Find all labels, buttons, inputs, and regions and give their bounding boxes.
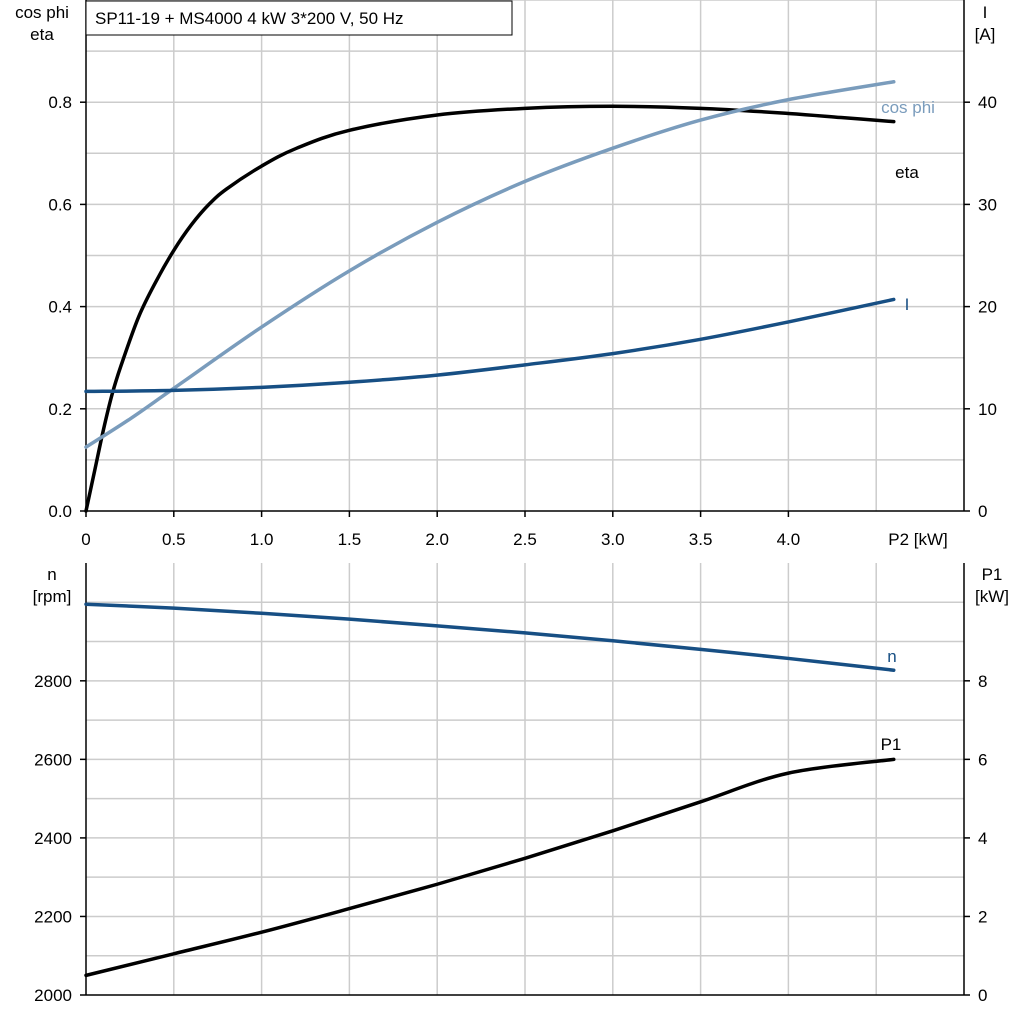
right-tick-label: 10 [978,400,997,419]
left-tick-label: 2000 [34,986,72,1005]
left-tick-label: 0.8 [48,93,72,112]
right-tick-label: 2 [978,907,987,926]
x-tick-label: 4.0 [777,530,801,549]
right-tick-label: 0 [978,986,987,1005]
left-tick-label: 2800 [34,672,72,691]
series-line-p1 [84,757,896,978]
right-tick-label: 20 [978,298,997,317]
right-tick-label: 6 [978,750,987,769]
series-line-cos-phi [84,80,896,449]
right-axis-label: I [983,3,988,22]
right-axis-label: P1 [982,565,1003,584]
series-line-i [84,297,896,394]
x-tick-label: 2.5 [513,530,537,549]
left-tick-label: 2200 [34,907,72,926]
left-tick-label: 0.4 [48,298,72,317]
series-line-n [84,602,896,672]
right-tick-label: 8 [978,672,987,691]
x-tick-label: 1.0 [250,530,274,549]
right-tick-label: 0 [978,502,987,521]
left-tick-label: 0.2 [48,400,72,419]
grid-top [86,0,964,511]
right-tick-label: 30 [978,195,997,214]
left-tick-label: 0.6 [48,195,72,214]
left-tick-label: 2600 [34,750,72,769]
series-label-n: n [887,647,896,666]
series-label-cos-phi: cos phi [881,98,935,117]
chart-title: SP11-19 + MS4000 4 kW 3*200 V, 50 Hz [85,0,513,36]
series-line-eta [84,104,896,513]
x-tick-label: 3.0 [601,530,625,549]
right-axis-label: [kW] [975,587,1009,606]
x-axis-label: P2 [kW] [888,530,948,549]
title-text: SP11-19 + MS4000 4 kW 3*200 V, 50 Hz [95,9,404,28]
x-tick-label: 0 [81,530,90,549]
right-axis-label: [A] [975,25,996,44]
series-label-eta: eta [895,163,919,182]
right-tick-label: 4 [978,829,987,848]
left-tick-label: 0.0 [48,502,72,521]
left-axis-label: eta [30,25,54,44]
series-label-p1: P1 [881,735,902,754]
left-axis-label: n [47,565,56,584]
left-axis-label: [rpm] [33,587,72,606]
x-tick-label: 0.5 [162,530,186,549]
x-tick-label: 2.0 [425,530,449,549]
grid-bottom [86,563,964,995]
title-box [85,0,513,36]
series-label-i: I [905,295,910,314]
x-tick-label: 3.5 [689,530,713,549]
right-tick-label: 40 [978,93,997,112]
left-axis-label: cos phi [15,3,69,22]
x-tick-label: 1.5 [338,530,362,549]
left-tick-label: 2400 [34,829,72,848]
